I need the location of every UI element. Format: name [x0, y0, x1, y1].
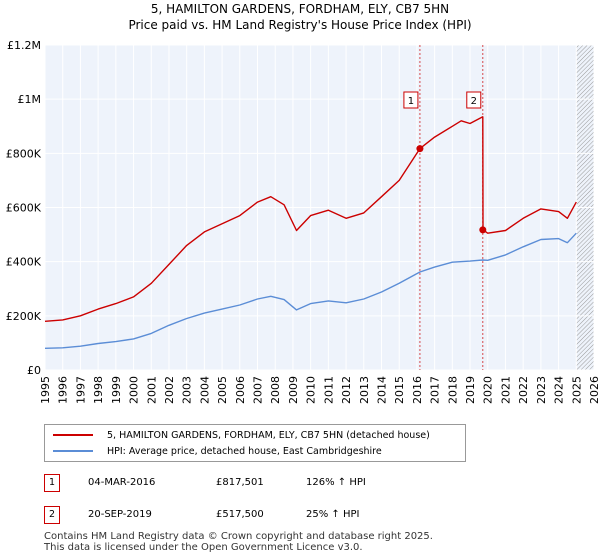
x-tick-label: 2007 — [252, 376, 265, 404]
y-tick-label: £800K — [6, 147, 42, 160]
y-tick-label: £200K — [6, 310, 42, 323]
sale-point — [416, 145, 424, 153]
y-tick-label: £600K — [6, 202, 42, 215]
x-tick-label: 2021 — [499, 376, 512, 404]
legend-item-hpi: HPI: Average price, detached house, East… — [53, 443, 382, 459]
x-tick-label: 1998 — [92, 376, 105, 404]
legend-label-property: 5, HAMILTON GARDENS, FORDHAM, ELY, CB7 5… — [107, 429, 430, 441]
x-tick-label: 1995 — [39, 376, 52, 404]
sale-annotation-box — [466, 91, 482, 109]
legend-label-hpi: HPI: Average price, detached house, East… — [107, 445, 382, 457]
x-tick-label: 2014 — [375, 376, 388, 404]
legend-swatch-property — [53, 434, 93, 436]
legend-item-property: 5, HAMILTON GARDENS, FORDHAM, ELY, CB7 5… — [53, 427, 430, 443]
sale-annotation-label: 2 — [471, 96, 477, 107]
x-tick-label: 2001 — [145, 376, 158, 404]
sale-badge: 1 — [44, 474, 60, 492]
x-tick-label: 2002 — [163, 376, 176, 404]
y-tick-label: £1M — [18, 93, 42, 106]
x-tick-label: 2023 — [535, 376, 548, 404]
price-chart: £0 £200K £400K £600K £800K £1M £1.2M 1995 1996 19… — [6, 39, 600, 404]
x-tick-label: 2016 — [411, 376, 424, 404]
x-tick-label: 2005 — [216, 376, 229, 404]
sale-date: 20-SEP-2019 — [88, 509, 152, 520]
x-tick-label: 1996 — [57, 376, 70, 404]
sale-price: £517,500 — [216, 509, 264, 520]
x-tick-label: 2012 — [340, 376, 353, 404]
sale-date: 04-MAR-2016 — [88, 477, 156, 488]
x-tick-label: 2025 — [570, 376, 583, 404]
sale-hpi-change: 126% ↑ HPI — [306, 477, 366, 488]
x-tick-label: 2009 — [287, 376, 300, 404]
x-tick-label: 2013 — [358, 376, 371, 404]
sale-annotation-label: 1 — [408, 96, 414, 107]
sale-point — [479, 226, 487, 234]
footer-notice: Contains HM Land Registry data © Crown c… — [44, 531, 433, 553]
legend-swatch-hpi — [53, 450, 93, 452]
x-tick-label: 1999 — [110, 376, 123, 404]
chart-title-line1: 5, HAMILTON GARDENS, FORDHAM, ELY, CB7 5… — [150, 2, 450, 16]
sale-price: £817,501 — [216, 477, 264, 488]
x-tick-label: 2017 — [429, 376, 442, 404]
y-tick-label: £0 — [27, 364, 41, 377]
x-tick-label: 2010 — [305, 376, 318, 404]
y-tick-label: £1.2M — [7, 39, 41, 52]
x-tick-label: 1997 — [74, 376, 87, 404]
x-tick-label: 2022 — [517, 376, 530, 404]
sale-row: 2 20-SEP-2019 £517,500 25% ↑ HPI — [44, 506, 444, 526]
chart-title-line2: Price paid vs. HM Land Registry's House … — [128, 18, 472, 32]
x-tick-label: 2026 — [588, 376, 600, 404]
x-tick-label: 2011 — [322, 376, 335, 404]
x-tick-label: 2024 — [553, 376, 566, 404]
x-tick-label: 2015 — [393, 376, 406, 404]
footer-line1: Contains HM Land Registry data © Crown c… — [44, 531, 433, 542]
series-property-line — [44, 116, 577, 322]
sale-row: 1 04-MAR-2016 £817,501 126% ↑ HPI — [44, 474, 444, 494]
x-tick-label: 2019 — [464, 376, 477, 404]
y-tick-label: £400K — [6, 256, 42, 269]
x-tick-label: 2003 — [181, 376, 194, 404]
footer-line2: This data is licensed under the Open Gov… — [44, 542, 363, 553]
chart-legend: 5, HAMILTON GARDENS, FORDHAM, ELY, CB7 5… — [44, 424, 466, 462]
sale-badge: 2 — [44, 506, 60, 524]
x-tick-label: 2004 — [198, 376, 211, 404]
sale-hpi-change: 25% ↑ HPI — [306, 509, 360, 520]
series-hpi-line — [44, 232, 577, 349]
x-tick-label: 2008 — [269, 376, 282, 404]
x-tick-label: 2000 — [128, 376, 141, 404]
x-tick-label: 2020 — [482, 376, 495, 404]
sale-annotation-box — [403, 91, 419, 109]
x-tick-label: 2018 — [446, 376, 459, 404]
x-tick-label: 2006 — [234, 376, 247, 404]
